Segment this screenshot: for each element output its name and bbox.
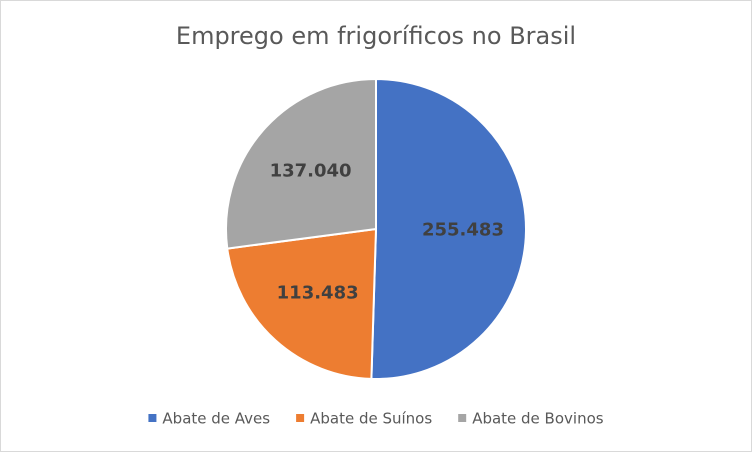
pie-slice [370,77,527,380]
chart-title: Emprego em frigoríficos no Brasil [176,22,576,50]
data-label: 255.483 [422,219,504,240]
legend-label: Abate de Bovinos [472,410,604,428]
pie-slice [225,77,377,250]
pie-slice [226,227,378,380]
data-label: 113.483 [277,283,359,304]
data-label: 137.040 [270,161,352,182]
legend-label: Abate de Aves [162,410,270,428]
legend-label: Abate de Suínos [310,410,432,428]
legend-swatch [296,414,305,422]
legend-swatch [148,414,157,422]
legend-swatch [458,414,467,422]
